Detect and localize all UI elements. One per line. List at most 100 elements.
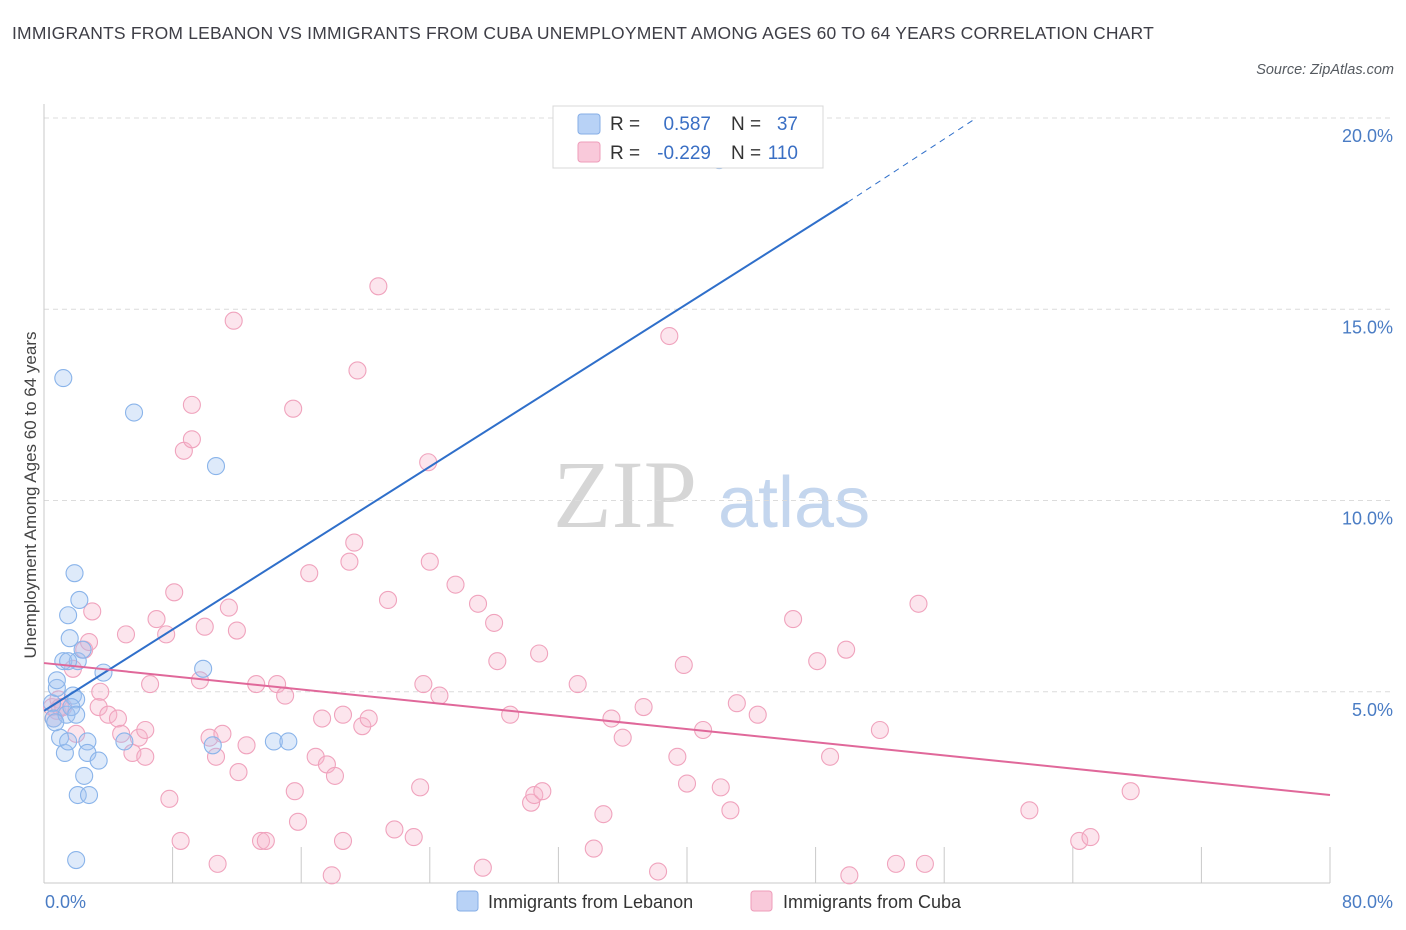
cuba-point bbox=[886, 854, 906, 873]
cuba-point bbox=[129, 728, 148, 747]
cuba-point bbox=[594, 805, 613, 824]
cuba-point bbox=[748, 705, 767, 724]
cuba-point bbox=[660, 326, 679, 346]
lebanon-point bbox=[89, 751, 108, 770]
cuba-point bbox=[837, 640, 856, 659]
lebanon-point bbox=[67, 705, 86, 724]
cuba-point bbox=[468, 594, 488, 613]
cuba-point bbox=[808, 652, 827, 671]
lebanon-point bbox=[46, 713, 65, 732]
cuba-point bbox=[359, 709, 378, 728]
lebanon-point bbox=[124, 403, 144, 422]
source-label: Source: ZipAtlas.com bbox=[1256, 62, 1394, 78]
lebanon-point bbox=[194, 659, 213, 678]
cuba-point bbox=[488, 652, 507, 671]
legend-cuba-label: Immigrants from Cuba bbox=[783, 892, 962, 912]
lebanon-point bbox=[203, 736, 222, 755]
cuba-r-label: R = bbox=[610, 143, 640, 164]
cuba-point bbox=[345, 533, 364, 552]
cuba-point bbox=[333, 705, 353, 724]
cuba-r-value: -0.229 bbox=[657, 143, 711, 164]
lebanon-point bbox=[115, 732, 134, 751]
cuba-point bbox=[300, 564, 319, 583]
cuba-point bbox=[584, 839, 603, 858]
cuba-point bbox=[677, 774, 697, 793]
cuba-point bbox=[91, 682, 110, 701]
cuba-point bbox=[165, 583, 184, 602]
cuba-point bbox=[89, 697, 108, 717]
cuba-point bbox=[229, 763, 248, 782]
lebanon-point bbox=[79, 785, 99, 805]
cuba-point bbox=[285, 782, 304, 801]
cuba-point bbox=[353, 717, 372, 736]
legend-lebanon-swatch bbox=[456, 890, 479, 912]
cuba-point bbox=[840, 866, 859, 885]
cuba-point bbox=[420, 552, 439, 571]
cuba-point bbox=[668, 747, 687, 766]
legend-lebanon-label: Immigrants from Lebanon bbox=[488, 892, 693, 912]
lebanon-trend-extension bbox=[847, 117, 977, 203]
cuba-point bbox=[219, 598, 238, 617]
cuba-point bbox=[870, 720, 889, 740]
cuba-point bbox=[160, 789, 179, 808]
y-tick-labels: 5.0% 10.0% 15.0% 20.0% bbox=[1342, 126, 1393, 720]
lebanon-point bbox=[206, 457, 226, 476]
cuba-point bbox=[325, 766, 345, 785]
cuba-point bbox=[333, 831, 353, 850]
cuba-point bbox=[108, 709, 127, 728]
y-tick-label: 20.0% bbox=[1342, 126, 1393, 146]
cuba-point bbox=[136, 720, 155, 740]
cuba-point bbox=[485, 613, 504, 632]
lebanon-point bbox=[264, 732, 283, 751]
y-tick-label: 15.0% bbox=[1342, 317, 1393, 337]
watermark-zip: ZIP bbox=[553, 441, 697, 548]
cuba-point bbox=[568, 675, 587, 694]
cuba-point bbox=[649, 862, 668, 881]
cuba-point bbox=[1020, 801, 1039, 820]
lebanon-r-label: R = bbox=[610, 114, 640, 135]
cuba-point bbox=[116, 625, 136, 644]
cuba-point bbox=[1121, 782, 1140, 801]
cuba-point bbox=[711, 778, 730, 797]
cuba-point bbox=[1070, 831, 1089, 850]
cuba-point bbox=[404, 828, 423, 847]
cuba-point bbox=[915, 854, 934, 873]
cuba-point bbox=[340, 552, 359, 571]
stats-legend: R = 0.587 N = 37 R = -0.229 N = 110 bbox=[552, 105, 824, 169]
cuba-point bbox=[674, 655, 693, 675]
cuba-point bbox=[721, 801, 740, 820]
chart-title: IMMIGRANTS FROM LEBANON VS IMMIGRANTS FR… bbox=[12, 23, 1154, 43]
y-tick-label: 5.0% bbox=[1352, 700, 1393, 720]
cuba-n-label: N = bbox=[731, 143, 761, 164]
cuba-swatch bbox=[577, 141, 601, 163]
cuba-point bbox=[1081, 828, 1100, 847]
lebanon-n-value: 37 bbox=[777, 114, 798, 135]
lebanon-point bbox=[67, 850, 86, 870]
cuba-point bbox=[206, 747, 226, 766]
cuba-point bbox=[821, 747, 840, 766]
cuba-point bbox=[322, 866, 341, 885]
cuba-trend-line bbox=[43, 662, 1331, 797]
axes bbox=[43, 104, 1331, 884]
cuba-point bbox=[182, 430, 201, 449]
cuba-point bbox=[634, 697, 653, 717]
cuba-point bbox=[602, 709, 621, 728]
lebanon-point bbox=[47, 671, 66, 690]
cuba-point bbox=[224, 311, 243, 330]
cuba-point bbox=[136, 747, 155, 766]
cuba-point bbox=[348, 361, 367, 380]
y-tick-label: 10.0% bbox=[1342, 509, 1393, 529]
cuba-point bbox=[251, 831, 271, 850]
lebanon-point bbox=[65, 564, 84, 583]
cuba-point bbox=[208, 854, 227, 873]
lebanon-point bbox=[60, 629, 79, 648]
lebanon-point bbox=[73, 640, 92, 659]
cuba-point bbox=[784, 610, 803, 629]
cuba-point bbox=[385, 820, 404, 839]
cuba-point bbox=[182, 395, 201, 414]
lebanon-r-value: 0.587 bbox=[663, 114, 711, 135]
cuba-point bbox=[237, 736, 256, 755]
cuba-point bbox=[83, 602, 102, 621]
cuba-point bbox=[378, 590, 398, 610]
cuba-point bbox=[501, 705, 520, 724]
